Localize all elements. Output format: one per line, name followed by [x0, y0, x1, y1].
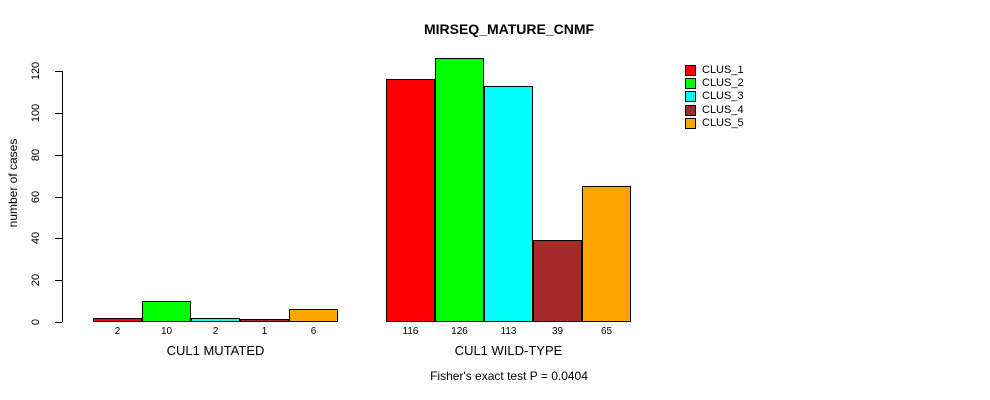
- legend-swatch-clus_5: [685, 117, 696, 129]
- bar-value-label: 113: [500, 326, 517, 337]
- bar-clus_4-mutated: [240, 319, 289, 322]
- legend-label-clus_5: CLUS_5: [702, 116, 744, 129]
- y-tick-label: 60: [30, 190, 42, 203]
- bar-value-label: 1: [261, 326, 268, 337]
- y-tick: [55, 71, 62, 72]
- bar-clus_3-mutated: [191, 317, 240, 322]
- y-tick-label: 20: [30, 274, 42, 287]
- y-axis-label: number of cases: [6, 138, 20, 228]
- legend-swatch-clus_3: [685, 91, 696, 103]
- y-tick-label: 100: [30, 103, 42, 123]
- bar-value-label: 126: [451, 326, 468, 337]
- bar-clus_1-mutated: [93, 317, 142, 322]
- category-label-cul1-mutated: CUL1 MUTATED: [166, 343, 265, 358]
- y-tick-label: 0: [30, 318, 42, 326]
- bar-clus_1-wild-type: [386, 79, 435, 322]
- y-tick-label: 40: [30, 232, 42, 245]
- bar-value-label: 10: [160, 326, 173, 337]
- y-tick: [55, 280, 62, 282]
- bar-value-label: 6: [310, 326, 317, 337]
- legend-swatch-clus_4: [685, 104, 696, 116]
- bar-clus_4-wild-type: [533, 240, 582, 322]
- chart-title: MIRSEQ_MATURE_CNMF: [423, 21, 595, 37]
- bar-clus_5-mutated: [289, 309, 338, 322]
- y-tick: [55, 238, 62, 240]
- footer-annotation: Fisher's exact test P = 0.0404: [430, 369, 588, 383]
- y-tick-label: 120: [30, 61, 42, 81]
- category-label-cul1-wild-type: CUL1 WILD-TYPE: [454, 343, 563, 358]
- bar-clus_2-mutated: [142, 301, 191, 322]
- legend-label-clus_4: CLUS_4: [702, 103, 744, 116]
- y-tick: [55, 196, 62, 198]
- legend-label-clus_1: CLUS_1: [702, 64, 744, 76]
- y-tick-label: 80: [30, 148, 42, 161]
- bar-value-label: 65: [600, 326, 613, 337]
- legend-label-clus_2: CLUS_2: [702, 77, 744, 90]
- y-tick: [55, 112, 62, 114]
- bar-value-label: 39: [551, 326, 564, 337]
- bar-value-label: 116: [402, 326, 419, 337]
- y-axis-line: [62, 71, 63, 322]
- legend-swatch-clus_1: [685, 65, 696, 76]
- bar-clus_3-wild-type: [484, 85, 533, 322]
- bar-value-label: 2: [212, 326, 219, 337]
- legend-label-clus_3: CLUS_3: [702, 90, 744, 103]
- y-tick: [55, 322, 62, 323]
- y-tick: [55, 154, 62, 156]
- bar-clus_2-wild-type: [435, 58, 484, 322]
- legend-swatch-clus_2: [685, 78, 696, 90]
- bar-value-label: 2: [114, 326, 121, 337]
- bar-clus_5-wild-type: [582, 186, 631, 322]
